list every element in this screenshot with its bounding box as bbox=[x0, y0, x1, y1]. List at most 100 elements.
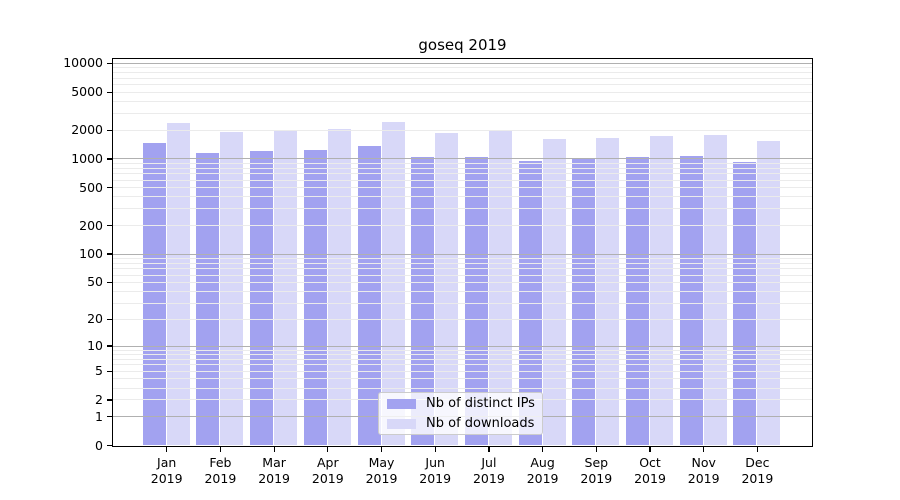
bar-distinct-ips-jun bbox=[411, 156, 435, 445]
legend-label-downloads: Nb of downloads bbox=[426, 416, 535, 431]
x-tick-label-sep: Sep 2019 bbox=[580, 455, 613, 486]
x-tick-label-jan: Jan 2019 bbox=[150, 455, 183, 486]
x-tick-jan bbox=[166, 447, 168, 452]
gridline-minor-8 bbox=[113, 353, 812, 355]
gridline-minor-40 bbox=[113, 290, 812, 292]
legend-label-distinct-ips: Nb of distinct IPs bbox=[426, 396, 535, 411]
bar-downloads-feb bbox=[220, 131, 244, 445]
gridline-minor-80 bbox=[113, 262, 812, 264]
x-tick-label-aug: Aug 2019 bbox=[526, 455, 559, 486]
y-tick-label-20: 20 bbox=[87, 311, 103, 327]
y-tick-label-1000: 1000 bbox=[71, 150, 103, 166]
x-tick-mar bbox=[273, 447, 275, 452]
y-tick-0 bbox=[107, 444, 112, 447]
x-tick-may bbox=[380, 447, 383, 452]
y-tick-label-50: 50 bbox=[87, 274, 103, 290]
gridline-minor-30 bbox=[113, 302, 812, 304]
bar-downloads-apr bbox=[327, 128, 351, 445]
legend-item-downloads: Nb of downloads bbox=[387, 416, 534, 431]
x-tick-label-dec: Dec 2019 bbox=[741, 455, 774, 486]
x-tick-label-apr: Apr 2019 bbox=[311, 455, 344, 486]
x-tick-jul bbox=[488, 447, 490, 452]
gridline-minor-3 bbox=[113, 387, 812, 389]
y-tick-label-10: 10 bbox=[87, 338, 103, 354]
gridline-minor-6000 bbox=[113, 84, 812, 86]
y-tick-label-5: 5 bbox=[95, 363, 103, 379]
bar-distinct-ips-may bbox=[357, 146, 381, 445]
bar-downloads-jun bbox=[435, 132, 459, 445]
x-tick-label-feb: Feb 2019 bbox=[204, 455, 237, 486]
bar-distinct-ips-nov bbox=[679, 155, 703, 445]
y-tick-100 bbox=[107, 253, 112, 255]
y-tick-label-10000: 10000 bbox=[63, 55, 103, 71]
gridline-major-1000 bbox=[113, 158, 812, 160]
gridline-minor-50 bbox=[113, 281, 812, 283]
x-tick-jun bbox=[434, 447, 436, 452]
x-tick-oct bbox=[649, 447, 651, 452]
x-tick-label-may: May 2019 bbox=[365, 455, 398, 486]
x-tick-label-mar: Mar 2019 bbox=[258, 455, 290, 486]
bar-downloads-nov bbox=[703, 134, 727, 445]
gridline-minor-7 bbox=[113, 358, 812, 360]
gridline-minor-300 bbox=[113, 208, 812, 210]
gridline-minor-60 bbox=[113, 274, 812, 276]
gridline-minor-4 bbox=[113, 378, 812, 380]
y-tick-label-2: 2 bbox=[95, 391, 103, 407]
gridline-minor-2000 bbox=[113, 129, 812, 131]
gridline-minor-9000 bbox=[113, 67, 812, 69]
gridline-minor-800 bbox=[113, 167, 812, 169]
gridline-minor-500 bbox=[113, 187, 812, 189]
gridline-minor-70 bbox=[113, 268, 812, 270]
chart-title: goseq 2019 bbox=[418, 36, 507, 54]
gridline-minor-200 bbox=[113, 225, 812, 227]
gridline-minor-3000 bbox=[113, 112, 812, 114]
y-tick-label-2000: 2000 bbox=[71, 122, 103, 138]
y-tick-500 bbox=[107, 187, 112, 189]
legend-swatch-downloads bbox=[387, 418, 416, 429]
x-tick-label-nov: Nov 2019 bbox=[687, 455, 720, 486]
bar-downloads-aug bbox=[542, 138, 566, 445]
bar-downloads-may bbox=[381, 122, 405, 445]
bar-downloads-dec bbox=[757, 141, 781, 445]
bar-distinct-ips-mar bbox=[250, 150, 274, 445]
bar-distinct-ips-jul bbox=[464, 156, 488, 445]
y-tick-1 bbox=[107, 416, 112, 418]
legend-swatch-ips bbox=[387, 398, 416, 409]
gridline-minor-900 bbox=[113, 162, 812, 164]
gridline-minor-5 bbox=[113, 370, 812, 372]
gridline-minor-700 bbox=[113, 173, 812, 175]
bar-distinct-ips-jan bbox=[142, 143, 166, 445]
gridline-major-100 bbox=[113, 253, 812, 255]
bar-distinct-ips-dec bbox=[733, 162, 757, 445]
gridline-minor-7000 bbox=[113, 77, 812, 79]
bar-downloads-mar bbox=[274, 130, 298, 445]
x-tick-feb bbox=[219, 447, 222, 452]
y-tick-10000 bbox=[107, 62, 112, 65]
legend-item-distinct-ips: Nb of distinct IPs bbox=[387, 396, 535, 411]
x-tick-sep bbox=[595, 447, 597, 452]
y-tick-20 bbox=[107, 318, 112, 320]
x-tick-nov bbox=[703, 447, 705, 452]
y-tick-2000 bbox=[107, 129, 112, 131]
x-tick-label-jun: Jun 2019 bbox=[419, 455, 452, 486]
y-tick-50 bbox=[107, 281, 112, 284]
y-tick-label-100: 100 bbox=[79, 246, 103, 262]
y-tick-label-200: 200 bbox=[79, 217, 103, 233]
gridline-minor-600 bbox=[113, 179, 812, 181]
y-tick-label-5000: 5000 bbox=[71, 84, 103, 100]
x-tick-aug bbox=[542, 447, 544, 452]
bar-distinct-ips-apr bbox=[303, 149, 327, 445]
x-tick-label-jul: Jul 2019 bbox=[472, 455, 505, 486]
y-tick-1000 bbox=[107, 158, 112, 160]
plot-area: Nb of distinct IPs Nb of downloads bbox=[112, 58, 813, 447]
gridline-major-10 bbox=[113, 345, 812, 347]
bar-downloads-oct bbox=[650, 136, 673, 445]
y-tick-2 bbox=[107, 399, 112, 401]
gridline-minor-8000 bbox=[113, 72, 812, 74]
gridline-major-10000 bbox=[113, 62, 812, 64]
y-tick-label-1: 1 bbox=[95, 408, 103, 424]
x-tick-dec bbox=[756, 447, 759, 452]
y-tick-label-500: 500 bbox=[79, 179, 103, 195]
gridline-minor-6 bbox=[113, 364, 812, 366]
